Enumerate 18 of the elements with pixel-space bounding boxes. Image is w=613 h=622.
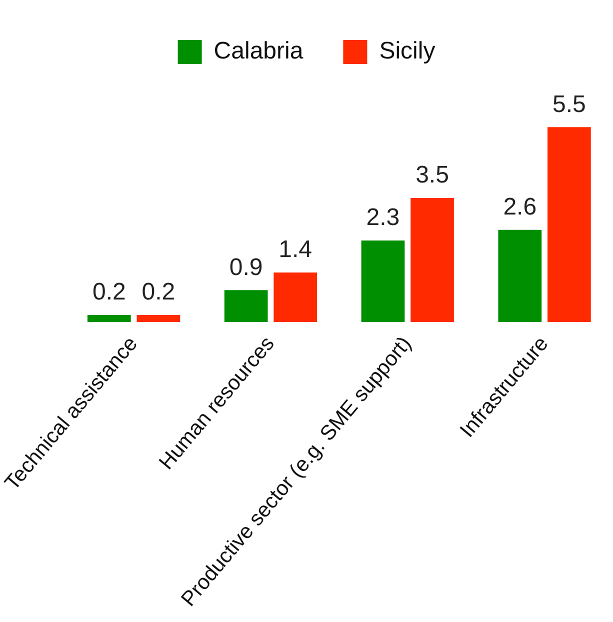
data-label: 0.2 [142, 278, 176, 306]
data-label: 5.5 [552, 90, 586, 118]
bar [410, 198, 454, 322]
data-label: 3.5 [416, 162, 449, 189]
legend-label: Sicily [379, 38, 436, 65]
data-label: 2.6 [503, 194, 537, 221]
bar [224, 290, 268, 322]
bar [361, 240, 405, 322]
data-label: 2.3 [366, 204, 400, 232]
bar [274, 272, 318, 322]
data-label: 1.4 [278, 236, 312, 264]
data-label: 0.9 [229, 254, 263, 281]
legend-label: Calabria [214, 38, 304, 65]
bar [498, 230, 542, 322]
bar [87, 314, 131, 322]
data-label: 0.2 [92, 278, 126, 306]
bar [136, 314, 180, 322]
bar [548, 127, 591, 322]
